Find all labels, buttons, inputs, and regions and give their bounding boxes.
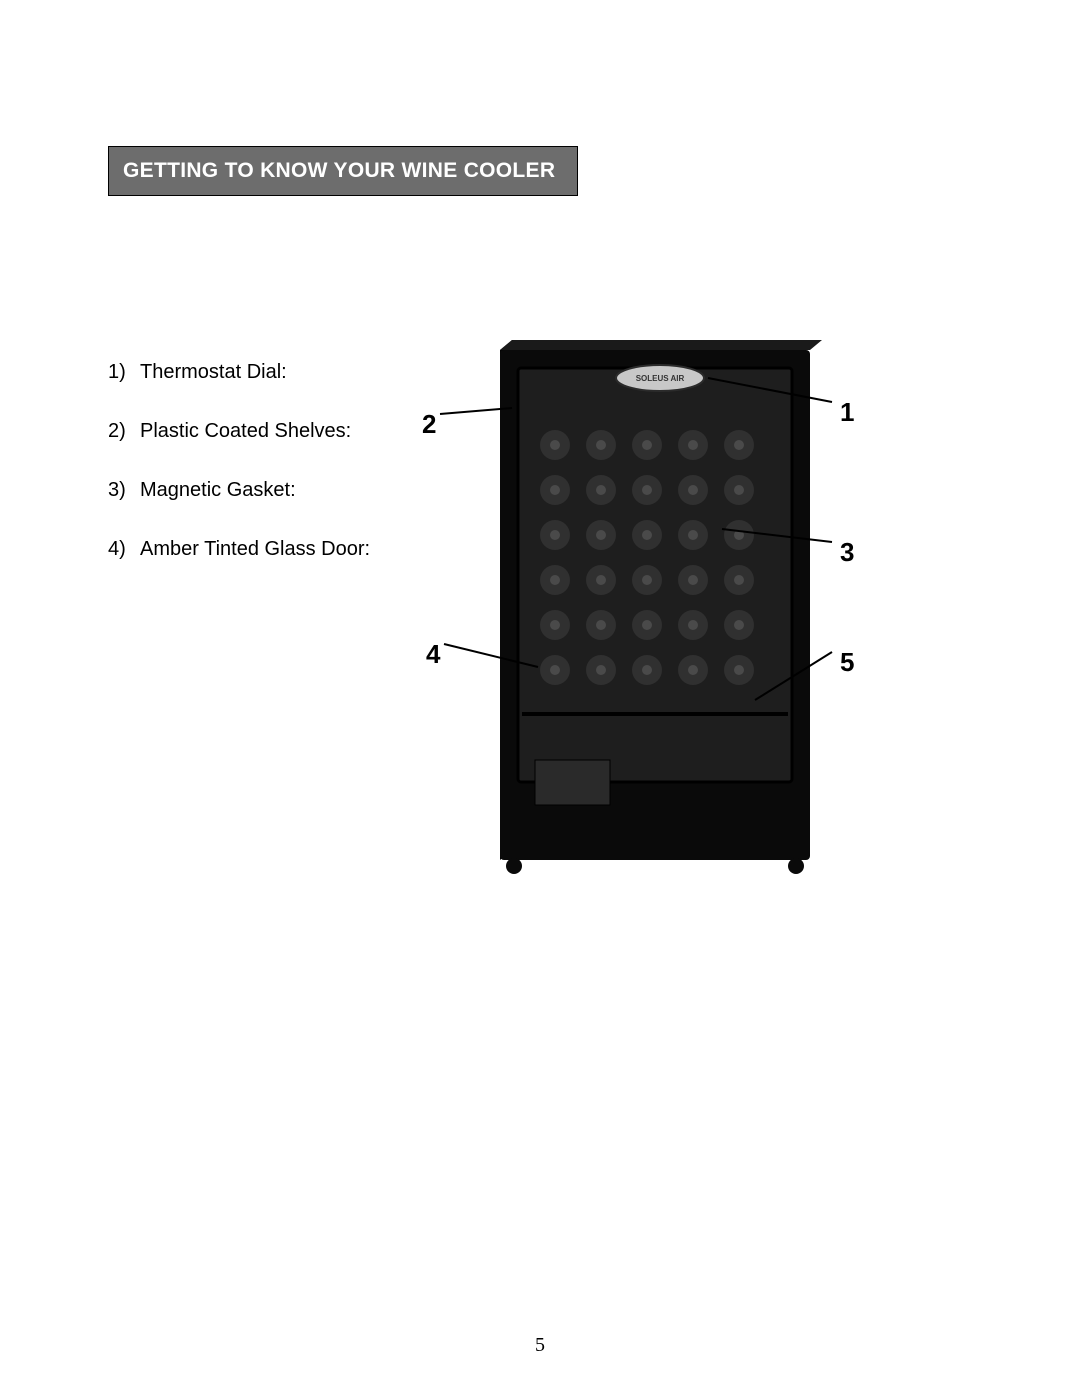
section-heading-bar: GETTING TO KNOW YOUR WINE COOLER — [108, 146, 578, 196]
list-item: 2) Plastic Coated Shelves: — [108, 419, 408, 444]
callout-number: 1 — [840, 397, 854, 428]
product-diagram: SOLEUS AIR 1 2 3 4 5 — [420, 330, 880, 890]
section-heading-text: GETTING TO KNOW YOUR WINE COOLER — [123, 159, 555, 183]
list-item: 1) Thermostat Dial: — [108, 360, 408, 385]
list-item-number: 2) — [108, 419, 140, 444]
list-item-number: 1) — [108, 360, 140, 385]
callout-number: 2 — [422, 409, 436, 440]
parts-list: 1) Thermostat Dial: 2) Plastic Coated Sh… — [108, 360, 408, 596]
list-item-label: Plastic Coated Shelves: — [140, 419, 408, 444]
page-number: 5 — [0, 1334, 1080, 1357]
list-item: 3) Magnetic Gasket: — [108, 478, 408, 503]
svg-text:SOLEUS AIR: SOLEUS AIR — [636, 374, 685, 383]
manual-page: GETTING TO KNOW YOUR WINE COOLER 1) Ther… — [0, 0, 1080, 1397]
list-item-label: Amber Tinted Glass Door: — [140, 537, 408, 562]
list-item-number: 4) — [108, 537, 140, 562]
callout-number: 5 — [840, 647, 854, 678]
list-item: 4) Amber Tinted Glass Door: — [108, 537, 408, 562]
list-item-label: Magnetic Gasket: — [140, 478, 408, 503]
list-item-number: 3) — [108, 478, 140, 503]
list-item-label: Thermostat Dial: — [140, 360, 408, 385]
callout-number: 4 — [426, 639, 440, 670]
callout-number: 3 — [840, 537, 854, 568]
